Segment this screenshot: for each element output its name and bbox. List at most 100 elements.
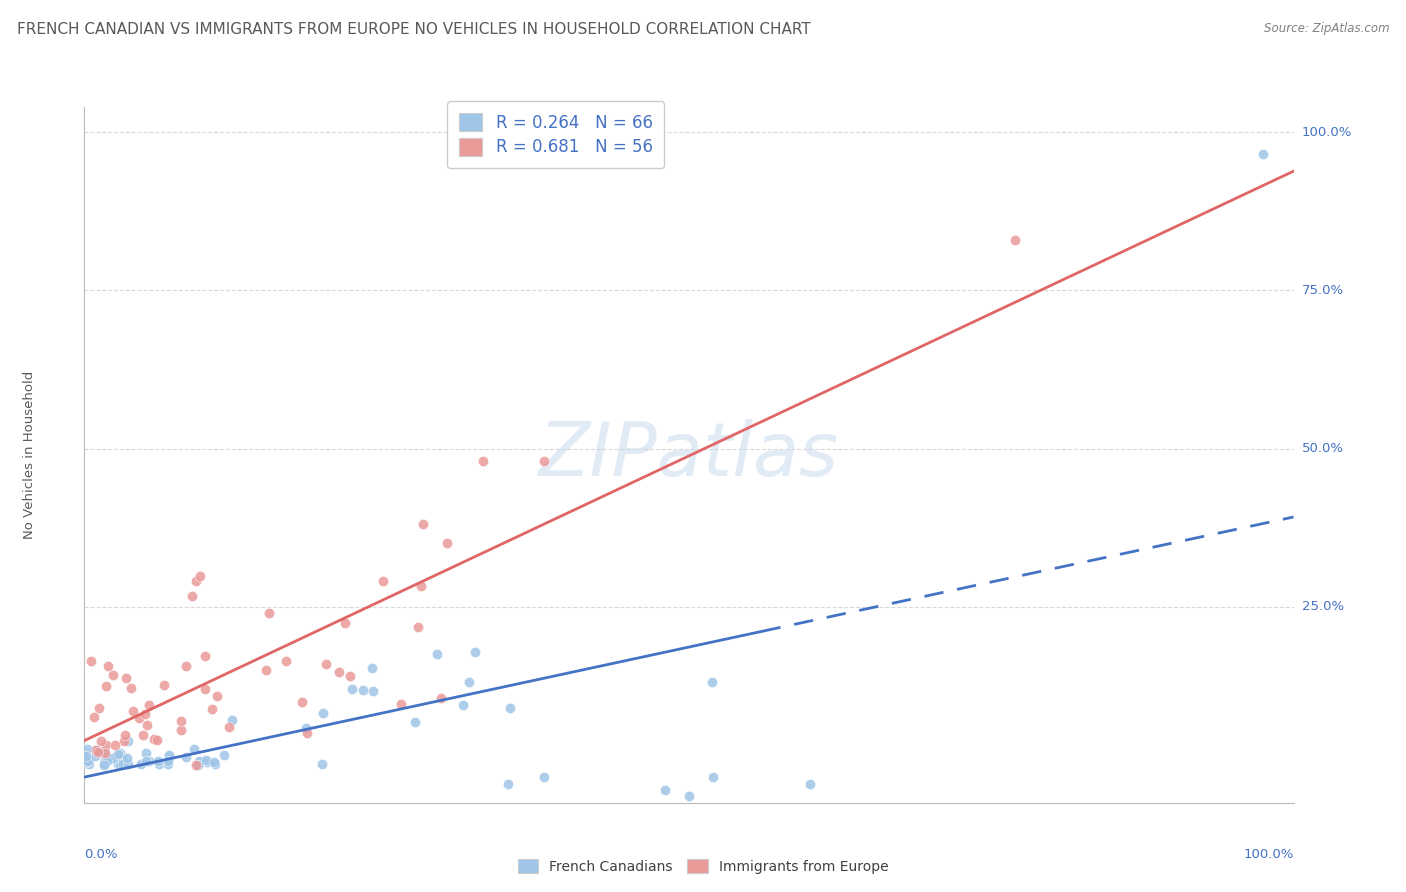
Point — [295, 725, 318, 739]
Point — [138, 698, 160, 712]
Text: Source: ZipAtlas.com: Source: ZipAtlas.com — [1264, 22, 1389, 36]
Point — [93, 744, 115, 758]
Point — [75, 749, 97, 764]
Point — [108, 757, 131, 772]
Point — [496, 777, 519, 791]
Point — [104, 738, 127, 752]
Text: 50.0%: 50.0% — [1302, 442, 1344, 455]
Point — [678, 789, 700, 804]
Point — [799, 777, 821, 791]
Point — [148, 754, 170, 768]
Text: 25.0%: 25.0% — [1302, 600, 1344, 613]
Point — [76, 752, 98, 766]
Point — [472, 454, 495, 468]
Point — [101, 751, 124, 765]
Point — [170, 723, 193, 738]
Point — [76, 755, 98, 769]
Point — [115, 671, 138, 685]
Point — [188, 569, 211, 583]
Point — [328, 665, 350, 679]
Point — [94, 679, 117, 693]
Point — [221, 713, 243, 727]
Point — [152, 678, 174, 692]
Point — [108, 747, 131, 761]
Point — [200, 702, 222, 716]
Point — [181, 589, 204, 603]
Point — [174, 659, 197, 673]
Point — [134, 707, 156, 722]
Point — [194, 648, 217, 663]
Point — [1253, 147, 1275, 161]
Point — [194, 753, 217, 767]
Point — [77, 755, 100, 769]
Point — [188, 756, 211, 770]
Text: ZIPatlas: ZIPatlas — [538, 419, 839, 491]
Text: 100.0%: 100.0% — [1302, 126, 1353, 139]
Point — [202, 755, 225, 769]
Point — [183, 742, 205, 756]
Point — [291, 695, 314, 709]
Point — [146, 732, 169, 747]
Point — [103, 752, 125, 766]
Point — [122, 704, 145, 718]
Point — [533, 771, 555, 785]
Point — [138, 754, 160, 768]
Point — [426, 647, 449, 661]
Point — [114, 727, 136, 741]
Point — [117, 756, 139, 771]
Point — [187, 757, 209, 772]
Point — [107, 757, 129, 772]
Point — [117, 750, 139, 764]
Point — [186, 574, 208, 589]
Point — [339, 669, 361, 683]
Point — [93, 756, 115, 770]
Text: 0.0%: 0.0% — [84, 848, 118, 861]
Point — [274, 654, 297, 668]
Point — [702, 771, 724, 785]
Point — [111, 752, 134, 766]
Point — [96, 738, 118, 752]
Point — [499, 701, 522, 715]
Point — [361, 684, 384, 698]
Point — [186, 757, 208, 772]
Point — [128, 711, 150, 725]
Point — [453, 698, 475, 712]
Point — [533, 454, 555, 468]
Text: 75.0%: 75.0% — [1302, 284, 1344, 297]
Point — [117, 733, 139, 747]
Point — [84, 749, 107, 764]
Point — [129, 757, 152, 772]
Text: 100.0%: 100.0% — [1243, 848, 1294, 861]
Point — [112, 733, 135, 747]
Point — [373, 574, 395, 589]
Point — [194, 681, 217, 696]
Point — [212, 748, 235, 763]
Point — [96, 755, 118, 769]
Point — [409, 579, 432, 593]
Point — [87, 700, 110, 714]
Point — [404, 714, 426, 729]
Point — [654, 783, 676, 797]
Point — [90, 734, 112, 748]
Point — [295, 721, 318, 735]
Point — [259, 606, 281, 620]
Point — [389, 697, 412, 711]
Point — [254, 663, 277, 677]
Point — [170, 714, 193, 728]
Point — [430, 691, 453, 706]
Point — [93, 757, 115, 772]
Point — [464, 645, 486, 659]
Point — [156, 757, 179, 772]
Point — [142, 732, 165, 747]
Point — [457, 674, 479, 689]
Point — [94, 746, 117, 760]
Point — [436, 536, 458, 550]
Point — [702, 674, 724, 689]
Point — [406, 620, 429, 634]
Point — [157, 747, 180, 762]
Point — [135, 747, 157, 761]
Point — [218, 720, 240, 734]
Legend: French Canadians, Immigrants from Europe: French Canadians, Immigrants from Europe — [510, 852, 896, 880]
Point — [135, 755, 157, 769]
Point — [335, 616, 357, 631]
